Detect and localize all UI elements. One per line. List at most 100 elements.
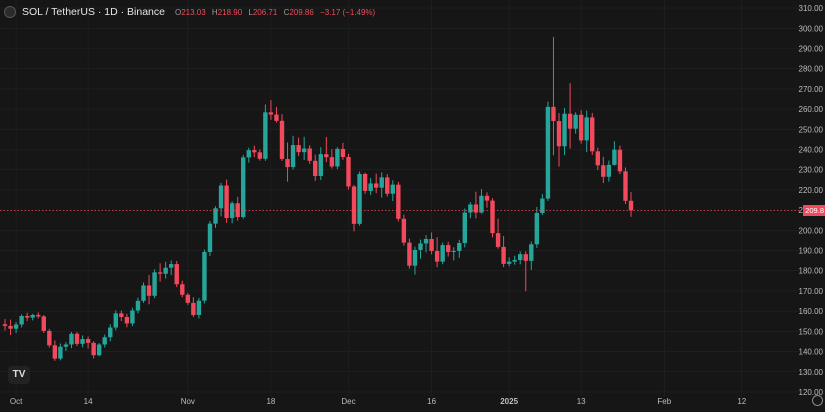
- candle-body: [545, 106, 551, 199]
- y-tick-label: 170.00: [799, 287, 824, 296]
- candle-body: [163, 267, 168, 274]
- candle: [362, 172, 368, 194]
- candle-body: [191, 302, 196, 315]
- low-label: L: [248, 7, 253, 17]
- candle-body: [41, 316, 46, 331]
- candle: [567, 83, 573, 149]
- candle: [74, 331, 80, 347]
- y-tick-label: 270.00: [799, 85, 824, 94]
- candle-body: [85, 339, 91, 343]
- candle-body: [324, 154, 329, 158]
- x-tick-label: 16: [427, 397, 436, 406]
- candle: [268, 100, 274, 120]
- close-label: C: [283, 7, 290, 17]
- candle: [617, 145, 623, 175]
- symbol-title[interactable]: SOL / TetherUS · 1D · Binance: [22, 6, 165, 18]
- candle-body: [185, 294, 191, 303]
- candle: [490, 198, 495, 238]
- y-tick-label: 160.00: [799, 307, 824, 316]
- candle: [307, 145, 312, 164]
- y-tick-label: 250.00: [799, 125, 824, 134]
- candle: [96, 343, 102, 357]
- candle: [274, 106, 279, 123]
- candle-body: [296, 145, 301, 153]
- candle-body: [462, 212, 468, 244]
- candle: [351, 184, 357, 232]
- candle: [213, 206, 218, 228]
- candle: [52, 340, 58, 361]
- candle: [346, 153, 351, 190]
- tradingview-logo-icon[interactable]: TV: [8, 366, 30, 384]
- candle-body: [523, 254, 528, 261]
- candle: [63, 342, 69, 351]
- y-tick-label: 120.00: [799, 388, 824, 397]
- candle: [584, 110, 589, 153]
- candle: [418, 239, 423, 259]
- candle: [313, 154, 318, 182]
- candle-body: [595, 151, 600, 166]
- candle: [152, 269, 157, 299]
- open-value: 213.03: [181, 7, 206, 17]
- candle: [257, 149, 263, 161]
- low-value: 206.71: [252, 7, 278, 17]
- candle-body: [74, 333, 80, 344]
- candle-body: [473, 204, 479, 213]
- candle-body: [141, 285, 146, 301]
- candle: [506, 257, 512, 267]
- candle-body: [30, 314, 35, 318]
- candle-body: [346, 156, 351, 187]
- candle-body: [501, 246, 506, 264]
- candle-body: [479, 195, 484, 213]
- candle-body: [457, 243, 462, 251]
- settings-icon[interactable]: [812, 395, 823, 406]
- candle: [540, 193, 545, 215]
- candle-body: [351, 186, 357, 224]
- time-axis: Oct 14 Nov 18 Dec 16 2025 13 Feb 12: [10, 397, 747, 406]
- candle-body: [285, 159, 290, 168]
- candle: [385, 174, 390, 197]
- candle: [108, 324, 113, 342]
- candle: [407, 238, 412, 269]
- candle-body: [401, 218, 407, 243]
- close-value: 209.86: [289, 7, 314, 17]
- candle-body: [124, 317, 130, 324]
- candle: [623, 167, 628, 205]
- candle-body: [418, 243, 423, 250]
- candle: [169, 260, 174, 275]
- candle: [373, 173, 379, 194]
- candle: [241, 154, 246, 219]
- candle-body: [573, 114, 578, 129]
- candle-body: [241, 157, 246, 217]
- candle-body: [58, 346, 63, 359]
- candle-body: [174, 264, 179, 285]
- candle-body: [318, 154, 323, 176]
- candle: [440, 242, 445, 265]
- candles-layer: [2, 36, 634, 361]
- candle: [368, 177, 373, 195]
- candle: [146, 274, 152, 305]
- candle: [451, 247, 456, 261]
- candle-body: [584, 117, 589, 141]
- candle: [534, 206, 540, 248]
- candle-body: [91, 342, 96, 356]
- candle-body: [628, 200, 634, 211]
- candle: [529, 241, 534, 270]
- candle: [329, 149, 335, 169]
- candle: [495, 218, 501, 249]
- y-tick-label: 190.00: [799, 247, 824, 256]
- candle-body: [69, 333, 74, 345]
- x-tick-label: Nov: [181, 397, 195, 406]
- candle-body: [540, 198, 545, 213]
- candle-body: [606, 164, 612, 177]
- candle-body: [102, 337, 107, 345]
- candle: [130, 307, 135, 327]
- candle-body: [590, 117, 595, 152]
- candle-body: [113, 313, 118, 328]
- candle: [396, 181, 401, 222]
- candle: [401, 214, 407, 246]
- change-value: −3.17 (−1.49%): [320, 7, 376, 17]
- candle-body: [340, 148, 346, 157]
- candle-body: [556, 121, 562, 147]
